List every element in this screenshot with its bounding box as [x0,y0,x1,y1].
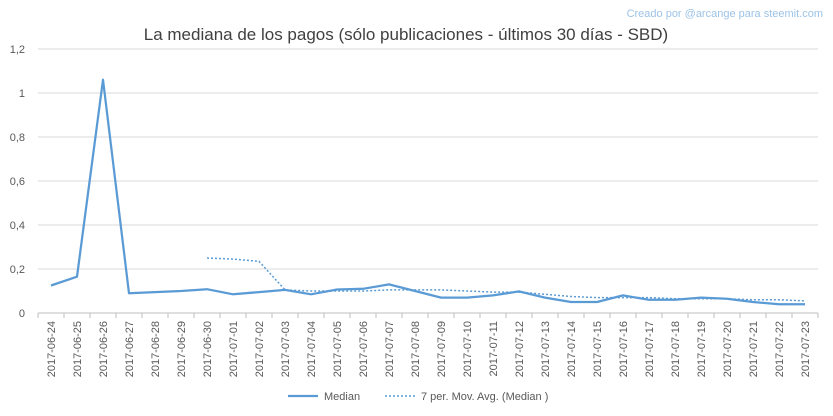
median-point [648,299,650,301]
median-point [102,79,104,81]
moving-average-point [622,296,624,298]
x-tick-label: 2017-06-27 [124,321,136,377]
legend: Median 7 per. Mov. Avg. (Median ) [288,391,548,403]
x-tick-label: 2017-06-29 [176,321,188,377]
median-point [180,290,182,292]
y-tick-label: 0 [19,308,25,320]
median-point [388,283,390,285]
moving-average-point [492,291,494,293]
median-point [206,288,208,290]
x-tick-label: 2017-06-25 [72,321,84,377]
y-tick-label: 1 [19,88,25,100]
moving-average-point [648,296,650,298]
x-tick-label: 2017-07-10 [462,321,474,377]
x-axis: 2017-06-24 2017-06-25 2017-06-26 2017-06-27… [37,313,819,377]
median-point [778,303,780,305]
x-tick-label: 2017-06-26 [98,321,110,377]
moving-average-point [414,289,416,291]
y-tick-label: 0,2 [10,264,25,276]
median-series-line [50,78,805,306]
x-tick-label: 2017-07-05 [332,321,344,377]
median-point [596,301,598,303]
median-point [752,301,754,303]
median-point [492,294,494,296]
moving-average-point [804,300,806,302]
median-point [466,296,468,298]
median-point [258,291,260,293]
x-tick-label: 2017-07-12 [514,321,526,377]
median-point [804,303,806,305]
x-tick-label: 2017-07-19 [696,321,708,377]
median-point [50,284,52,286]
legend-label: 7 per. Mov. Avg. (Median ) [421,391,548,403]
moving-average-point [336,290,338,292]
x-tick-label: 2017-07-07 [384,321,396,377]
median-point [544,296,546,298]
median-point [154,291,156,293]
median-point [76,276,78,278]
moving-average-point [362,290,364,292]
moving-average-point [596,296,598,298]
moving-average-point [440,289,442,291]
moving-average-point [674,298,676,300]
series-group [50,78,806,306]
x-tick-label: 2017-07-03 [280,321,292,377]
x-tick-label: 2017-07-02 [254,321,266,377]
x-tick-label: 2017-07-04 [306,321,318,377]
legend-label: Median [324,391,360,403]
x-tick-label: 2017-07-18 [670,321,682,377]
moving-average-point [570,295,572,297]
moving-average-point [544,293,546,295]
x-tick-label: 2017-07-13 [540,321,552,377]
median-point [310,293,312,295]
y-tick-label: 1,2 [10,44,25,56]
x-tick-label: 2017-07-23 [800,321,812,377]
gridlines [38,48,818,314]
x-tick-label: 2017-07-16 [618,321,630,377]
moving-average-point [232,258,234,260]
x-tick-label: 2017-07-14 [566,321,578,377]
x-tick-label: 2017-06-30 [202,321,214,377]
moving-average-point [752,299,754,301]
median-point [570,301,572,303]
x-tick-label: 2017-07-22 [774,321,786,377]
chart-title: La mediana de los pagos (sólo publicacio… [144,25,668,44]
moving-average-point [284,289,286,291]
x-tick-label: 2017-07-11 [488,321,500,376]
x-tick-label: 2017-07-08 [410,321,422,377]
moving-average-point [388,289,390,291]
y-tick-label: 0,4 [10,220,25,232]
x-tick-label: 2017-07-15 [592,321,604,377]
moving-average-point [518,291,520,293]
median-point [232,293,234,295]
credit-text: Creado por @arcange para steemit.com [626,8,823,20]
x-tick-label: 2017-06-28 [150,321,162,377]
moving-average-point [310,290,312,292]
moving-average-point [700,298,702,300]
moving-average-series-line [206,257,806,302]
y-axis: 0 0,2 0,4 0,6 0,8 1 1,2 [10,44,25,320]
median-point [128,292,130,294]
moving-average-point [726,298,728,300]
median-point [622,294,624,296]
moving-average-point [778,299,780,301]
y-tick-label: 0,8 [10,132,25,144]
x-tick-label: 2017-07-17 [644,321,656,377]
median-point [440,296,442,298]
x-tick-label: 2017-07-01 [228,321,240,377]
moving-average-point [466,290,468,292]
x-tick-label: 2017-07-21 [748,321,760,377]
moving-average-point [206,257,208,259]
x-tick-label: 2017-06-24 [46,321,58,377]
x-tick-label: 2017-07-09 [436,321,448,377]
median-point [362,288,364,290]
moving-average-point [258,260,260,262]
x-tick-label: 2017-07-06 [358,321,370,377]
y-tick-label: 0,6 [10,176,25,188]
x-tick-label: 2017-07-20 [722,321,734,377]
